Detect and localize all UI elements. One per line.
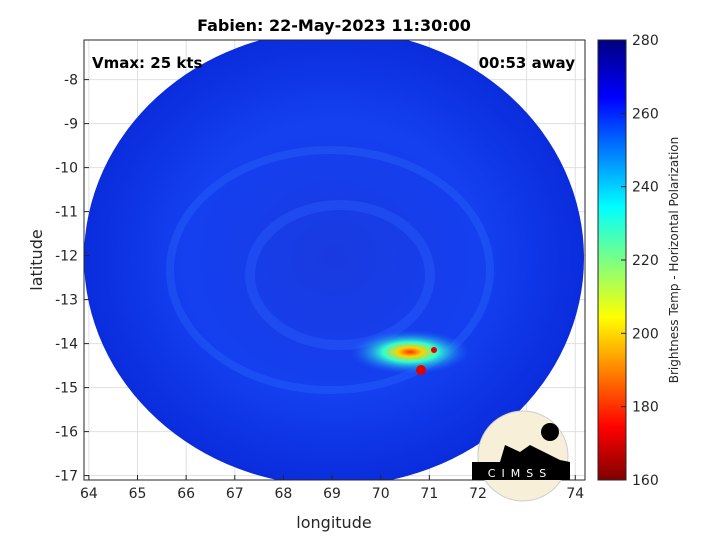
x-tick-label: 68 (275, 486, 293, 502)
x-tick-label: 66 (177, 486, 195, 502)
y-axis-label: latitude (27, 229, 46, 290)
y-tick-label: -12 (55, 249, 78, 265)
x-tick-label: 74 (566, 486, 584, 502)
x-tick-label: 69 (323, 486, 341, 502)
colorbar-tick-label: 260 (632, 106, 659, 122)
vmax-label: Vmax: 25 kts (92, 54, 202, 72)
y-tick-label: -16 (55, 425, 78, 441)
logo-text: CIMSS (488, 467, 552, 480)
colorbar-tick-label: 280 (632, 33, 659, 49)
y-tick-label: -8 (64, 73, 78, 89)
y-tick-label: -14 (55, 337, 78, 353)
x-axis-label: longitude (296, 513, 371, 532)
colorbar-label: Brightness Temp - Horizontal Polarizatio… (667, 137, 681, 384)
x-tick-label: 72 (469, 486, 487, 502)
y-tick-label: -9 (64, 117, 78, 133)
x-tick-label: 70 (372, 486, 390, 502)
x-tick-label: 67 (226, 486, 244, 502)
y-tick-label: -15 (55, 381, 78, 397)
plot-title: Fabien: 22-May-2023 11:30:00 (197, 16, 471, 35)
colorbar-tick-label: 160 (632, 473, 659, 489)
x-tick-label: 64 (80, 486, 98, 502)
colorbar-tick-label: 220 (632, 253, 659, 269)
colorbar-tick-label: 200 (632, 326, 659, 342)
cimss-logo: CIMSS (472, 410, 570, 502)
x-tick-label: 65 (129, 486, 147, 502)
y-tick-label: -11 (55, 205, 78, 221)
y-tick-label: -17 (55, 469, 78, 485)
colorbar-tick-label: 240 (632, 180, 659, 196)
y-tick-label: -13 (55, 293, 78, 309)
convection-area (350, 330, 470, 374)
swath-image (84, 40, 584, 480)
y-tick-label: -10 (55, 161, 78, 177)
colorbar-tick-label: 180 (632, 400, 659, 416)
x-tick-label: 71 (420, 486, 438, 502)
time-away-label: 00:53 away (479, 54, 576, 72)
